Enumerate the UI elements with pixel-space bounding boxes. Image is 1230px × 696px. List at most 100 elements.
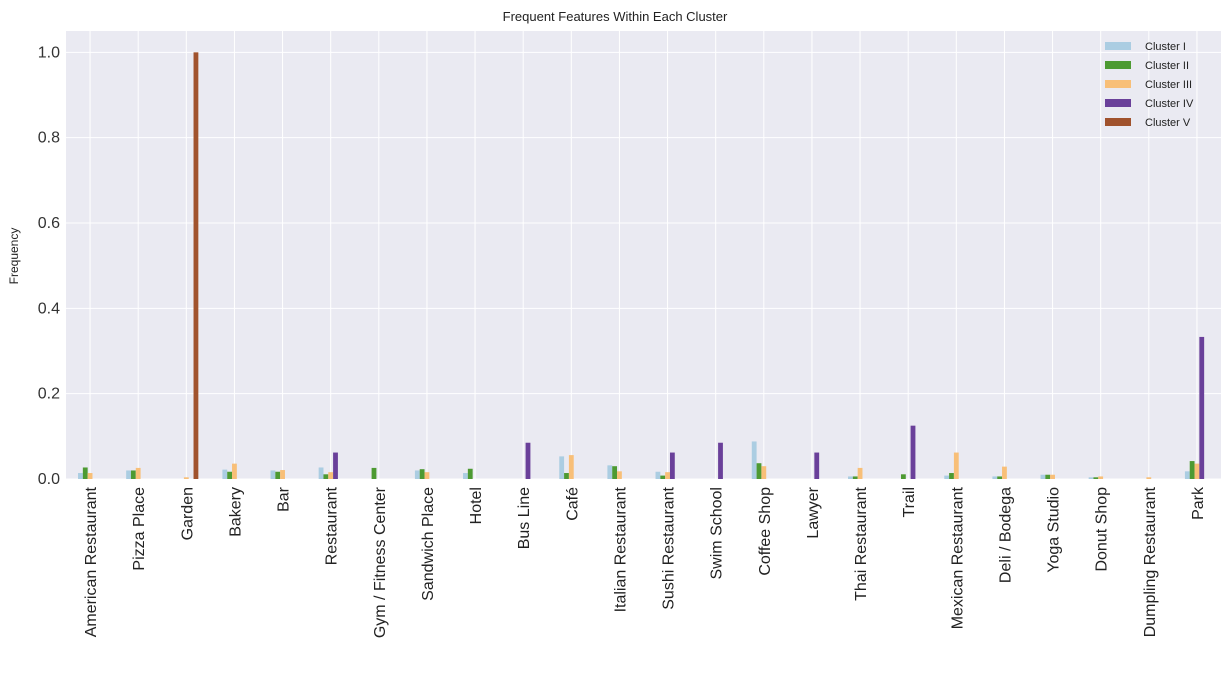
bar — [660, 475, 666, 479]
bar — [371, 467, 377, 479]
bar — [756, 463, 762, 479]
x-tick-label: Yoga Studio — [1046, 487, 1063, 573]
bar — [78, 473, 83, 479]
bar — [992, 476, 998, 479]
x-tick-label: Café — [564, 487, 581, 521]
y-ticks: 0.0 0.2 0.4 0.6 0.8 1.0 — [38, 44, 60, 488]
bar — [275, 471, 281, 479]
bar — [953, 452, 959, 479]
y-tick-label: 0.4 — [38, 300, 60, 317]
bar — [910, 425, 916, 479]
legend-swatch — [1105, 99, 1131, 107]
bar — [1088, 477, 1094, 479]
grid-lines — [66, 31, 1221, 480]
bar — [87, 473, 93, 479]
bar — [1146, 477, 1152, 479]
bar — [222, 469, 228, 479]
x-tick-label: Bus Line — [516, 487, 533, 549]
x-tick-label: Bakery — [227, 487, 244, 537]
x-tick-label: Deli / Bodega — [997, 487, 1014, 583]
y-tick-label: 0.8 — [38, 130, 60, 147]
x-tick-label: Bar — [276, 486, 293, 512]
legend-swatch — [1105, 80, 1131, 88]
bar — [949, 473, 954, 479]
bar — [1098, 476, 1104, 479]
bar — [751, 441, 757, 479]
x-tick-label: American Restaurant — [83, 486, 100, 637]
bar — [814, 452, 820, 479]
bar — [1184, 471, 1190, 479]
bar — [568, 455, 574, 479]
x-tick-label: Dumpling Restaurant — [1142, 486, 1159, 637]
bar — [617, 471, 622, 479]
bar — [328, 472, 334, 479]
x-tick-label: Coffee Shop — [757, 487, 774, 576]
bar — [655, 471, 661, 479]
bar — [232, 463, 237, 479]
x-tick-label: Park — [1190, 486, 1207, 520]
bar — [1194, 463, 1200, 479]
legend-label: Cluster I — [1145, 41, 1186, 53]
bar — [1050, 474, 1055, 479]
x-tick-label: Lawyer — [805, 486, 822, 538]
bars — [78, 52, 1205, 479]
bar — [718, 442, 723, 479]
bar — [227, 471, 233, 479]
bar — [761, 466, 767, 479]
x-tick-label: Mexican Restaurant — [949, 486, 966, 629]
plot-background — [66, 31, 1221, 479]
chart-title: Frequent Features Within Each Cluster — [502, 9, 728, 24]
bar — [126, 470, 131, 479]
bar — [944, 475, 950, 479]
x-tick-label: Sandwich Place — [420, 487, 437, 601]
bar — [333, 452, 338, 479]
bar — [1189, 461, 1195, 479]
legend-label: Cluster V — [1145, 117, 1191, 129]
bar — [463, 473, 468, 479]
x-tick-label: Restaurant — [324, 486, 341, 565]
bar — [130, 470, 136, 479]
bar — [1199, 336, 1205, 479]
bar — [323, 474, 329, 479]
bar — [467, 468, 473, 479]
y-tick-label: 0.2 — [38, 386, 60, 403]
bar — [1040, 474, 1046, 479]
x-tick-label: Garden — [179, 487, 196, 540]
bar — [1045, 474, 1051, 479]
x-tick-label: Sushi Restaurant — [661, 486, 678, 609]
bar — [318, 467, 324, 479]
bar — [183, 477, 189, 479]
bar — [414, 470, 420, 479]
bar — [280, 470, 285, 479]
bar — [848, 476, 853, 479]
bar — [193, 52, 199, 479]
x-tick-label: Gym / Fitness Center — [372, 486, 389, 638]
legend-swatch — [1105, 42, 1131, 50]
y-tick-label: 1.0 — [38, 44, 60, 61]
legend-swatch — [1105, 61, 1131, 69]
y-tick-label: 0.6 — [38, 215, 60, 232]
legend-label: Cluster II — [1145, 60, 1189, 72]
bar — [669, 452, 675, 479]
legend: Cluster I Cluster II Cluster III Cluster IV… — [1105, 41, 1194, 129]
x-tick-label: Italian Restaurant — [612, 486, 629, 612]
bar — [852, 476, 858, 479]
bar — [424, 472, 430, 479]
legend-label: Cluster IV — [1145, 98, 1194, 110]
x-tick-label: Trail — [901, 487, 918, 518]
bar — [612, 466, 618, 479]
bar — [135, 467, 141, 479]
bar — [607, 465, 613, 479]
bar — [900, 474, 906, 479]
bar — [419, 469, 425, 479]
bar — [665, 472, 670, 479]
x-tick-label: Swim School — [709, 487, 726, 579]
bar — [564, 473, 569, 479]
bar — [1002, 466, 1007, 479]
x-tick-label: Hotel — [468, 487, 485, 524]
bar — [559, 456, 565, 479]
bar — [857, 467, 863, 479]
bar — [1093, 477, 1099, 479]
legend-label: Cluster III — [1145, 79, 1192, 91]
x-tick-label: Pizza Place — [131, 487, 148, 571]
